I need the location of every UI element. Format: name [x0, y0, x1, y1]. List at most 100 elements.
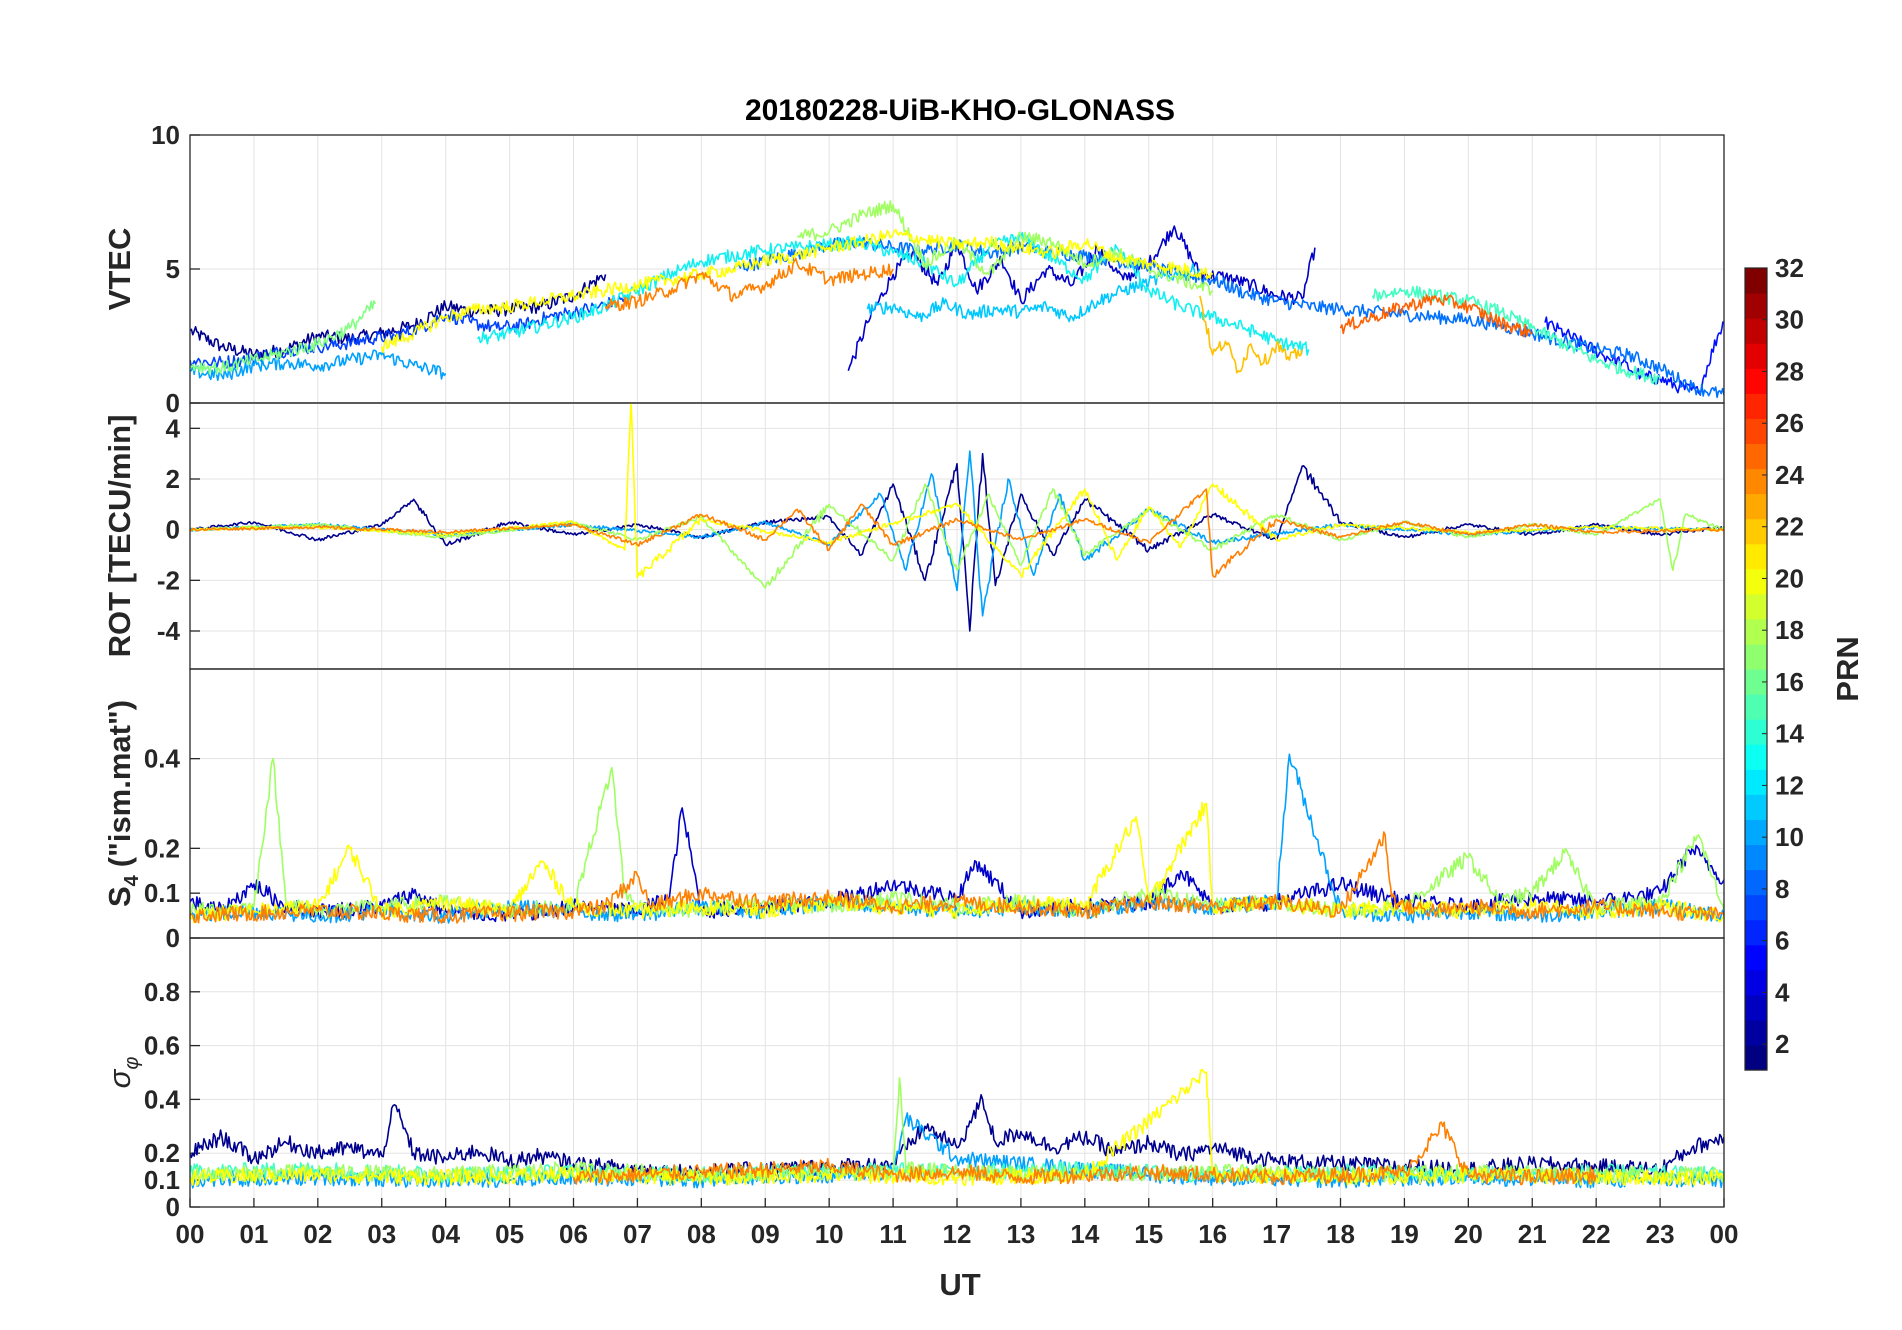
- x-tick-label: 06: [559, 1219, 588, 1249]
- x-tick-label: 19: [1390, 1219, 1419, 1249]
- series-line-prn-7: [732, 236, 1724, 399]
- colorbar-swatch: [1745, 1019, 1767, 1046]
- y-axis-label-main: σ: [102, 1068, 137, 1088]
- x-tick-label: 13: [1006, 1219, 1035, 1249]
- x-tick-label: 04: [431, 1219, 460, 1249]
- colorbar-swatch: [1745, 1044, 1767, 1071]
- y-tick-label: 0.4: [144, 744, 181, 774]
- colorbar-tick-label: 20: [1775, 563, 1804, 593]
- colorbar-frame: [1744, 267, 1768, 1071]
- colorbar-tick-label: 24: [1775, 460, 1804, 490]
- series-line-prn-20: [190, 801, 1724, 924]
- panel-2: -4 -2 0 2 4 ROT [TECU/min]: [102, 402, 1725, 670]
- colorbar-swatch: [1745, 769, 1767, 795]
- x-tick-label: 00: [1710, 1219, 1739, 1249]
- panel-3: 0 0.1 0.2 0.4 S4 ("ism.mat"): [102, 668, 1725, 953]
- colorbar-swatch: [1745, 518, 1767, 545]
- y-tick-label: 0: [166, 388, 180, 418]
- panel-4: 00.10.2 0.4 0.6 0.8 σφ: [102, 937, 1725, 1222]
- y-tick-label: 5: [166, 254, 180, 284]
- colorbar-swatch: [1745, 819, 1767, 846]
- colorbar-swatch: [1745, 969, 1767, 996]
- y-tick-label: 0.8: [144, 977, 180, 1007]
- y-axis-label-sub: φ: [121, 1057, 143, 1070]
- y-axis-label: ROT [TECU/min]: [102, 415, 137, 658]
- x-tick-label: 01: [239, 1219, 268, 1249]
- colorbar-swatch: [1745, 919, 1767, 946]
- colorbar-tick-label: 32: [1775, 253, 1804, 283]
- colorbar-swatch: [1745, 694, 1767, 720]
- series-line-prn-25: [1339, 294, 1533, 338]
- series-line-prn-15: [1371, 285, 1661, 386]
- x-tick-label: 23: [1646, 1219, 1675, 1249]
- colorbar-swatch: [1745, 543, 1767, 570]
- chart-title: 20180228-UiB-KHO-GLONASS: [745, 94, 1175, 127]
- y-tick-label: 0: [166, 1192, 180, 1222]
- series-line-prn-9: [190, 349, 447, 381]
- colorbar-swatch: [1745, 894, 1767, 921]
- x-tick-label: 11: [879, 1219, 907, 1249]
- series-line-prn-20: [381, 228, 1214, 354]
- colorbar-swatch: [1745, 643, 1767, 670]
- colorbar-swatch: [1745, 368, 1767, 394]
- y-tick-label: -2: [157, 565, 180, 595]
- y-tick-label: 0: [166, 923, 180, 953]
- colorbar-tick-label: 6: [1775, 926, 1789, 956]
- y-axis-label: σφ: [102, 1057, 143, 1089]
- y-axis-label-sub: 4: [121, 874, 143, 886]
- colorbar-swatch: [1745, 844, 1767, 871]
- y-tick-label: 0.1: [144, 878, 180, 908]
- colorbar-swatch: [1745, 744, 1767, 770]
- x-tick-label: 08: [687, 1219, 716, 1249]
- colorbar-swatch: [1745, 418, 1767, 445]
- x-tick-label: 10: [815, 1219, 844, 1249]
- colorbar-tick-label: 8: [1775, 874, 1789, 904]
- x-tick-label: 16: [1198, 1219, 1227, 1249]
- y-tick-label: 10: [151, 120, 180, 150]
- colorbar-swatch: [1745, 794, 1767, 820]
- x-tick-label: 18: [1326, 1219, 1355, 1249]
- series-line-prn-18: [190, 757, 1724, 919]
- y-tick-label: 0.4: [144, 1084, 181, 1114]
- colorbar-tick-label: 16: [1775, 667, 1804, 697]
- x-tick-label: 15: [1134, 1219, 1163, 1249]
- colorbar-tick-label: 22: [1775, 512, 1804, 542]
- series-line-prn-18: [190, 483, 1724, 589]
- series-group: [190, 200, 1724, 399]
- series-line-prn-2: [847, 225, 1316, 372]
- colorbar-tick-label: 2: [1775, 1029, 1789, 1059]
- colorbar-swatch: [1745, 493, 1767, 520]
- x-tick-label: 17: [1262, 1219, 1291, 1249]
- series-line-prn-11: [866, 263, 1201, 323]
- colorbar-swatch: [1745, 994, 1767, 1021]
- colorbar-swatch: [1745, 393, 1767, 419]
- colorbar-swatch: [1745, 669, 1767, 695]
- colorbar-tick-label: 30: [1775, 305, 1804, 335]
- y-axis-label-suffix: ("ism.mat"): [102, 700, 137, 867]
- x-tick-label: 21: [1518, 1219, 1547, 1249]
- x-tick-label: 07: [623, 1219, 652, 1249]
- series-line-prn-22: [1199, 295, 1303, 374]
- x-tick-label: 00: [176, 1219, 205, 1249]
- y-tick-label: 0.6: [144, 1031, 180, 1061]
- colorbar-swatch: [1745, 618, 1767, 645]
- colorbar-tick-label: 14: [1775, 719, 1804, 749]
- y-tick-label: 2: [166, 464, 180, 494]
- colorbar-swatch: [1745, 318, 1767, 344]
- colorbar-swatch: [1745, 293, 1767, 319]
- series-line-prn-24: [572, 1121, 1597, 1186]
- x-axis-label: UT: [939, 1267, 980, 1302]
- y-tick-label: 0: [166, 515, 180, 545]
- series-group: [190, 753, 1724, 924]
- colorbar-tick-label: 18: [1775, 615, 1804, 645]
- series-line-prn-17: [190, 300, 377, 375]
- series-group: [190, 403, 1724, 632]
- colorbar-swatch: [1745, 869, 1767, 896]
- y-axis-label: S4 ("ism.mat"): [102, 700, 143, 907]
- x-tick-label: 12: [943, 1219, 972, 1249]
- colorbar-tick-label: 26: [1775, 408, 1804, 438]
- x-tick-label: 03: [367, 1219, 396, 1249]
